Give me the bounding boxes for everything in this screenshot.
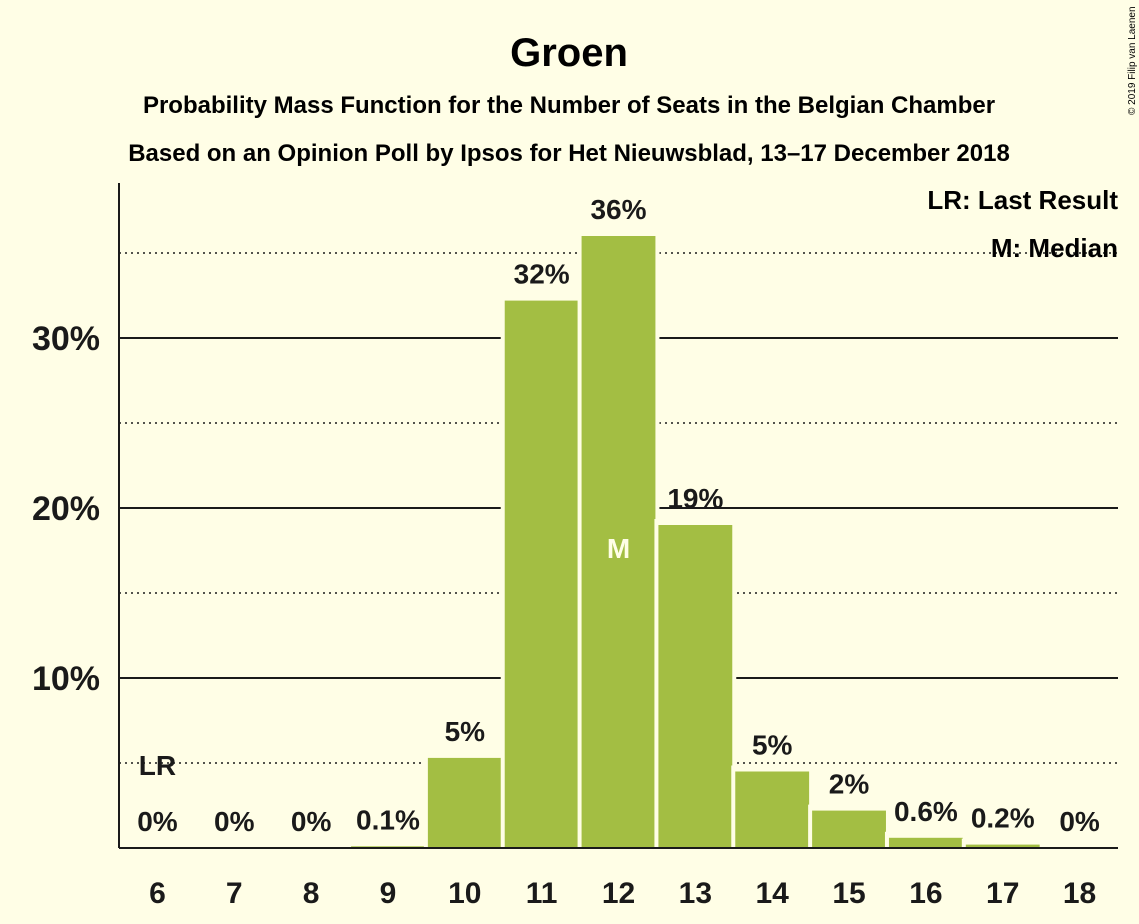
data-label: 32% [514, 259, 570, 290]
legend: LR: Last Result M: Median [927, 185, 1118, 263]
x-tick-label: 7 [226, 877, 243, 910]
median-marker: M [607, 533, 630, 564]
y-tick-label: 20% [32, 490, 100, 528]
y-tick-label: 30% [32, 320, 100, 358]
bar-seats-17 [965, 844, 1040, 848]
bar-seats-15 [812, 810, 886, 848]
chart-subtitle-line-2: Based on an Opinion Poll by Ipsos for He… [128, 140, 1010, 167]
last-result-marker: LR [139, 750, 176, 781]
data-label: 0% [1059, 806, 1100, 837]
x-tick-label: 11 [526, 877, 558, 910]
x-tick-label: 14 [756, 877, 790, 910]
data-label: 0% [214, 806, 255, 837]
bar-seats-16 [888, 837, 963, 848]
data-labels: 0% LR 0% 0% 0.1% 5% 32% 36% M 19% 5% 2% 0.6% 0.2% 0% [137, 194, 1100, 837]
y-tick-label: 10% [32, 660, 100, 698]
bar-seats-11 [504, 300, 579, 849]
data-label: 2% [829, 769, 870, 800]
x-tick-label: 16 [909, 877, 942, 910]
copyright-notice: © 2019 Filip van Laenen [1127, 6, 1138, 115]
data-label: 0.6% [894, 796, 958, 827]
x-tick-label: 18 [1063, 877, 1096, 910]
x-tick-label: 12 [602, 877, 635, 910]
legend-item-median: M: Median [991, 233, 1118, 263]
bar-outline [347, 840, 429, 848]
bar-seats-10 [427, 757, 502, 848]
data-label: 19% [667, 483, 723, 514]
axes: 10% 20% 30% 6 7 8 9 10 11 12 13 14 15 16 17 18 [32, 183, 1118, 910]
x-tick-label: 17 [986, 877, 1019, 910]
data-label: 36% [590, 194, 646, 225]
x-tick-label: 9 [380, 877, 397, 910]
x-tick-label: 13 [679, 877, 712, 910]
x-tick-label: 6 [149, 877, 166, 910]
data-label: 0% [137, 806, 178, 837]
legend-item-last-result: LR: Last Result [927, 185, 1118, 215]
x-tick-label: 8 [303, 877, 320, 910]
bar-outline [961, 838, 1044, 848]
data-label: 0.2% [971, 803, 1035, 834]
chart-subtitle-line-1: Probability Mass Function for the Number… [143, 92, 995, 119]
bar-seats-13 [658, 525, 733, 848]
data-label: 5% [445, 716, 486, 747]
data-label: 0% [291, 806, 332, 837]
data-label: 5% [752, 730, 793, 761]
bar-seats-14 [735, 771, 810, 848]
x-tick-label: 15 [832, 877, 865, 910]
bars [347, 230, 1044, 849]
data-label: 0.1% [356, 804, 420, 835]
x-tick-label: 10 [448, 877, 481, 910]
bar-seats-12 [581, 236, 656, 848]
chart-title: Groen [510, 31, 628, 75]
